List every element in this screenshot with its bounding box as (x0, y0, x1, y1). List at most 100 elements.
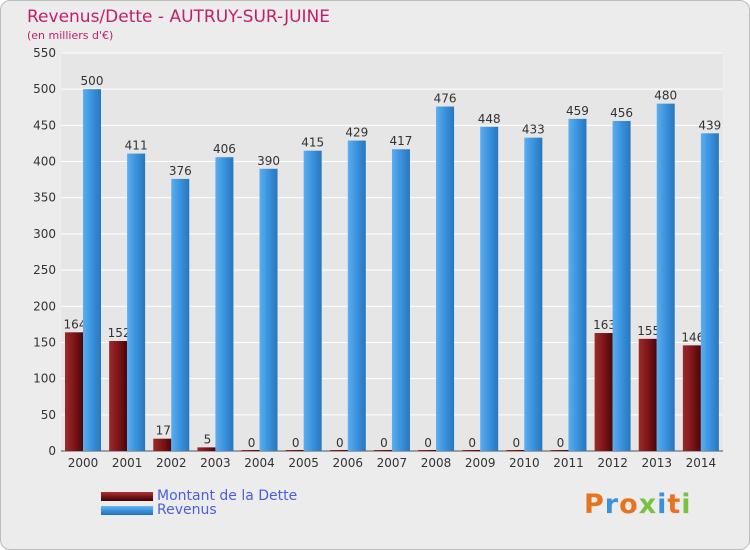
bar-revenus (612, 121, 631, 451)
bar-revenus (83, 89, 101, 451)
data-label-dette: 0 (292, 436, 300, 450)
data-label-revenus: 456 (610, 106, 633, 120)
bar-dette (638, 338, 657, 451)
legend-swatch-revenus (101, 505, 153, 515)
bar-dette (550, 450, 569, 451)
bar-revenus (215, 157, 234, 451)
x-tick-label: 2010 (509, 456, 540, 470)
x-tick-label: 2011 (553, 456, 584, 470)
legend-item-dette: Montant de la Dette (101, 488, 297, 504)
bar-dette (682, 345, 701, 451)
data-label-dette: 155 (637, 324, 660, 338)
data-label-dette: 0 (424, 436, 432, 450)
bar-revenus (524, 137, 543, 451)
data-label-dette: 152 (108, 326, 131, 340)
x-tick-label: 2012 (597, 456, 628, 470)
y-tick-label: 400 (33, 155, 56, 169)
logo-letter: i (681, 489, 692, 520)
y-tick-label: 300 (33, 227, 56, 241)
data-label-revenus: 500 (81, 74, 104, 88)
data-label-dette: 146 (681, 330, 704, 344)
logo-letter: P (584, 489, 605, 520)
x-tick-label: 2013 (641, 456, 672, 470)
legend-swatch-dette (101, 491, 153, 501)
data-label-revenus: 417 (389, 134, 412, 148)
data-label-revenus: 439 (698, 118, 721, 132)
data-label-revenus: 433 (522, 123, 545, 137)
bar-dette (594, 333, 613, 451)
bar-dette (153, 438, 172, 451)
y-tick-label: 150 (33, 335, 56, 349)
bar-revenus (700, 133, 719, 451)
x-tick-label: 2001 (112, 456, 143, 470)
x-tick-label: 2000 (68, 456, 99, 470)
x-tick-label: 2003 (200, 456, 231, 470)
data-label-revenus: 448 (478, 112, 501, 126)
logo-letter: t (667, 489, 682, 520)
x-tick-label: 2005 (288, 456, 319, 470)
bar-dette (373, 450, 392, 451)
data-label-revenus: 390 (257, 154, 280, 168)
bar-revenus (303, 150, 322, 451)
x-tick-label: 2014 (686, 456, 717, 470)
data-label-dette: 0 (380, 436, 388, 450)
bar-dette (109, 341, 128, 451)
chart-title: Revenus/Dette - AUTRUY-SUR-JUINE (27, 7, 331, 27)
chart-subtitle: (en milliers d'€) (27, 29, 114, 42)
data-label-dette: 0 (468, 436, 476, 450)
y-tick-label: 0 (48, 444, 56, 458)
logo-letter: o (619, 489, 639, 520)
bar-dette (462, 450, 481, 451)
bar-revenus (259, 168, 278, 452)
data-label-revenus: 476 (434, 92, 457, 106)
data-label-dette: 0 (248, 436, 256, 450)
bar-revenus (568, 118, 587, 452)
data-label-revenus: 415 (301, 136, 324, 150)
bar-dette (506, 450, 525, 451)
bar-revenus (480, 126, 499, 451)
data-label-dette: 0 (336, 436, 344, 450)
logo-letter: i (657, 489, 668, 520)
data-label-revenus: 429 (345, 126, 368, 140)
bar-revenus (171, 178, 190, 451)
bar-dette (418, 450, 437, 451)
proxiti-logo: Proxiti (584, 489, 692, 520)
legend-item-revenus: Revenus (101, 502, 217, 518)
y-tick-label: 450 (33, 118, 56, 132)
bar-revenus (391, 149, 410, 451)
y-tick-label: 500 (33, 82, 56, 96)
data-label-revenus: 411 (125, 139, 148, 153)
x-tick-label: 2008 (421, 456, 452, 470)
data-label-revenus: 406 (213, 142, 236, 156)
legend-label-revenus: Revenus (157, 502, 217, 518)
bar-dette (241, 450, 260, 451)
bar-dette (285, 450, 304, 451)
x-tick-label: 2004 (244, 456, 275, 470)
data-label-dette: 164 (64, 317, 87, 331)
x-tick-label: 2009 (465, 456, 496, 470)
x-tick-label: 2006 (333, 456, 364, 470)
y-tick-label: 350 (33, 191, 56, 205)
bar-revenus (656, 103, 675, 452)
y-tick-label: 250 (33, 263, 56, 277)
logo-letter: x (638, 489, 658, 520)
data-label-dette: 163 (593, 318, 616, 332)
data-label-revenus: 459 (566, 104, 589, 118)
data-label-dette: 0 (557, 436, 565, 450)
bar-revenus (127, 153, 146, 451)
data-label-dette: 17 (156, 424, 171, 438)
y-tick-label: 50 (41, 408, 56, 422)
bar-dette (65, 332, 83, 451)
data-label-dette: 5 (204, 432, 212, 446)
data-label-revenus: 376 (169, 164, 192, 178)
x-tick-label: 2007 (377, 456, 408, 470)
bar-revenus (347, 140, 366, 451)
data-label-revenus: 480 (654, 89, 677, 103)
bar-revenus (436, 106, 455, 452)
y-tick-label: 550 (33, 46, 56, 60)
x-tick-label: 2002 (156, 456, 187, 470)
y-tick-label: 100 (33, 372, 56, 386)
logo-letter: r (604, 489, 620, 520)
